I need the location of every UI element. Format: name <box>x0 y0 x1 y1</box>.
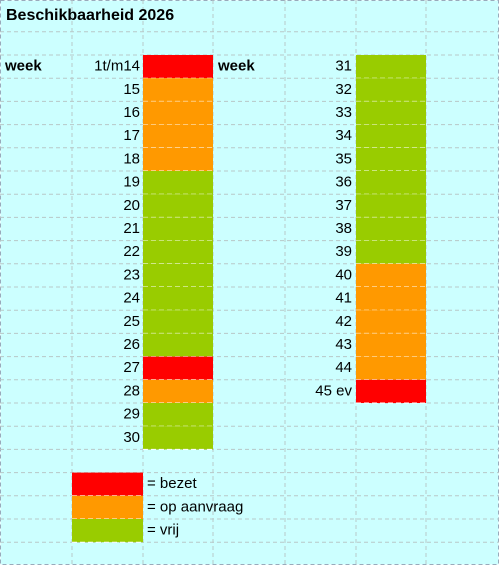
week-label: 39 <box>335 243 352 260</box>
week-label: 21 <box>123 220 140 237</box>
status-cell <box>143 403 213 427</box>
status-cell <box>143 124 213 148</box>
status-cell <box>143 171 213 195</box>
week-label: 31 <box>335 58 352 75</box>
week-label: 24 <box>123 290 140 307</box>
status-cell <box>356 171 426 195</box>
status-cell <box>356 147 426 171</box>
week-label: 33 <box>335 104 352 121</box>
week-label: 36 <box>335 174 352 191</box>
week-label: 44 <box>335 359 352 376</box>
week-label: 25 <box>123 313 140 330</box>
week-label: 22 <box>123 243 140 260</box>
status-cell <box>143 379 213 403</box>
week-label: 45 ev <box>315 382 352 399</box>
week-label: 26 <box>123 336 140 353</box>
status-cell <box>356 78 426 102</box>
week-label: 43 <box>335 336 352 353</box>
legend-label: = op aanvraag <box>147 498 243 515</box>
status-cell <box>356 287 426 311</box>
status-cell <box>143 333 213 357</box>
week-label: 37 <box>335 197 352 214</box>
status-cell <box>356 101 426 125</box>
week-label: 34 <box>335 127 352 144</box>
status-cell <box>143 263 213 287</box>
status-cell <box>143 240 213 264</box>
week-label: 27 <box>123 359 140 376</box>
status-cell <box>356 379 426 403</box>
status-cell <box>356 124 426 148</box>
week-label: 15 <box>123 81 140 98</box>
week-label: 19 <box>123 174 140 191</box>
legend-label: = vrij <box>147 522 179 539</box>
week-label: 18 <box>123 150 140 167</box>
week-label: 35 <box>335 150 352 167</box>
status-cell <box>356 194 426 218</box>
week-label: 20 <box>123 197 140 214</box>
week-label: 42 <box>335 313 352 330</box>
status-cell <box>143 426 213 450</box>
status-cell <box>143 55 213 79</box>
legend-label: = bezet <box>147 475 197 492</box>
status-cell <box>143 78 213 102</box>
week-label: 16 <box>123 104 140 121</box>
status-cell <box>356 217 426 241</box>
status-cell <box>143 356 213 380</box>
week-label: 29 <box>123 406 140 423</box>
week-label: 30 <box>123 429 140 446</box>
week-label: 1t/m14 <box>94 58 140 75</box>
status-cell <box>356 356 426 380</box>
status-cell <box>356 333 426 357</box>
week-label: 40 <box>335 266 352 283</box>
legend-swatch <box>72 472 143 496</box>
status-cell <box>143 217 213 241</box>
status-cell <box>356 55 426 79</box>
status-cell <box>143 194 213 218</box>
column-header: week <box>4 58 42 75</box>
column-header: week <box>217 58 255 75</box>
status-cell <box>143 287 213 311</box>
status-cell <box>356 310 426 334</box>
week-label: 32 <box>335 81 352 98</box>
legend-swatch <box>72 495 143 519</box>
week-label: 38 <box>335 220 352 237</box>
title: Beschikbaarheid 2026 <box>6 7 174 24</box>
week-label: 17 <box>123 127 140 144</box>
status-cell <box>356 263 426 287</box>
status-cell <box>143 147 213 171</box>
week-label: 23 <box>123 266 140 283</box>
legend-swatch <box>72 519 143 543</box>
week-label: 28 <box>123 382 140 399</box>
week-label: 41 <box>335 290 352 307</box>
status-cell <box>356 240 426 264</box>
status-cell <box>143 101 213 125</box>
status-cell <box>143 310 213 334</box>
